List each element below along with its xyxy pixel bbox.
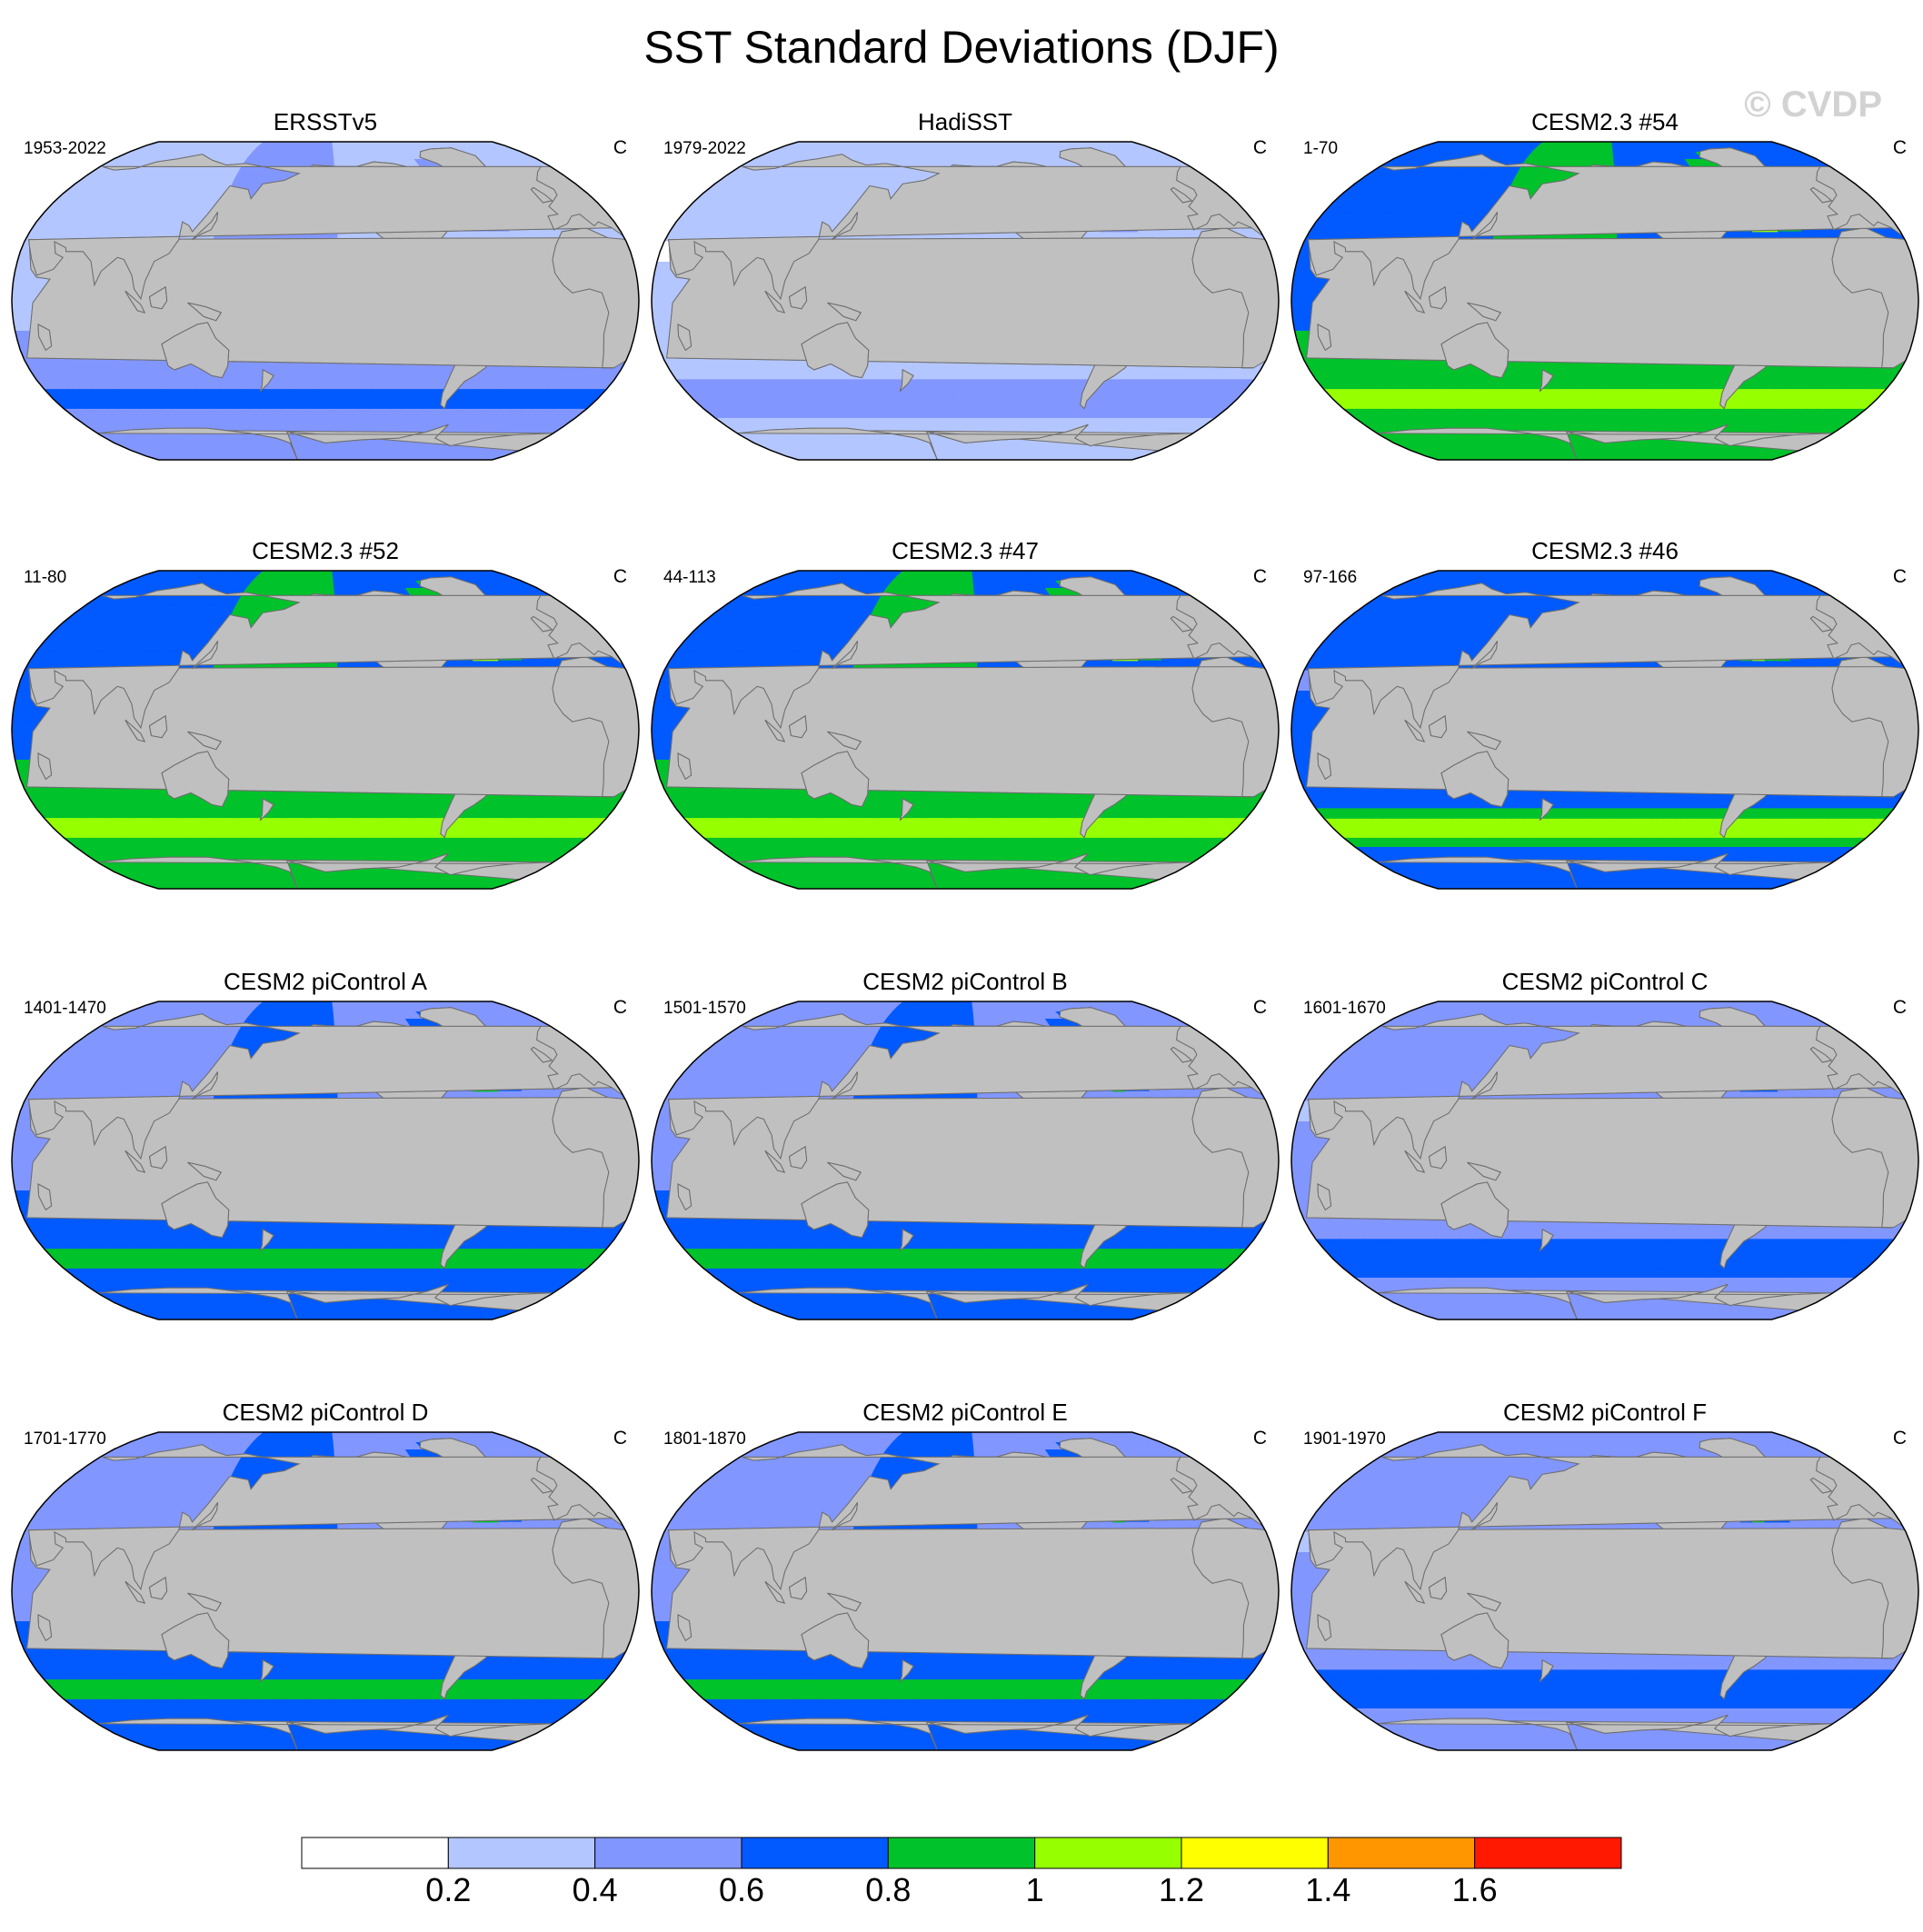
colorbar-tick-label: 0.8 xyxy=(865,1871,912,1908)
land-mask xyxy=(1306,147,1918,460)
panel-units: C xyxy=(613,566,627,587)
colorbar-segment xyxy=(741,1837,889,1869)
panel-years: 1601-1670 xyxy=(1303,999,1386,1018)
panel-units: C xyxy=(1892,997,1907,1018)
panel-years: 1953-2022 xyxy=(24,139,106,158)
map-panel: CESM2 piControl E 1801-1870 C xyxy=(647,1398,1283,1825)
land-mask xyxy=(1306,1007,1918,1320)
robinson-map xyxy=(11,1431,640,1751)
robinson-map xyxy=(1290,570,1919,890)
panel-years: 11-80 xyxy=(24,568,67,587)
colorbar-tick-label: 1.2 xyxy=(1158,1871,1205,1908)
panel-years: 1501-1570 xyxy=(663,999,746,1018)
panel-units: C xyxy=(1892,137,1907,158)
map-outline xyxy=(651,1001,1280,1320)
colorbar-tick-label: 1.6 xyxy=(1451,1871,1498,1908)
panel-title: ERSSTv5 xyxy=(273,108,378,135)
map-outline xyxy=(11,1001,640,1320)
map-outline xyxy=(1290,141,1919,461)
robinson-map xyxy=(1290,1001,1919,1320)
robinson-map xyxy=(651,570,1280,890)
map-outline xyxy=(1290,1431,1919,1751)
panel-units: C xyxy=(1252,1428,1267,1449)
map-panel: CESM2 piControl C 1601-1670 C xyxy=(1287,967,1923,1394)
panel-years: 97-166 xyxy=(1303,568,1358,587)
panel-units: C xyxy=(613,1428,627,1449)
robinson-map xyxy=(651,141,1280,461)
map-panel: CESM2 piControl A 1401-1470 C xyxy=(7,967,643,1394)
panel-units: C xyxy=(613,997,627,1018)
map-panel: CESM2.3 #52 11-80 C xyxy=(7,536,643,963)
map-panel: HadiSST 1979-2022 C xyxy=(647,107,1283,534)
robinson-map xyxy=(11,570,640,890)
panel-title: CESM2 piControl F xyxy=(1503,1399,1707,1426)
map-outline xyxy=(651,1431,1280,1751)
map-outline xyxy=(11,1431,640,1751)
map-outline xyxy=(11,141,640,461)
panel-title: CESM2 piControl A xyxy=(224,968,427,995)
panel-title: CESM2 piControl B xyxy=(862,968,1068,995)
panel-units: C xyxy=(613,137,627,158)
map-panel: CESM2.3 #46 97-166 C xyxy=(1287,536,1923,963)
colorbar-segment xyxy=(594,1837,742,1869)
panel-title: HadiSST xyxy=(917,108,1013,135)
map-panel: CESM2.3 #54 1-70 C xyxy=(1287,107,1923,534)
map-outline xyxy=(1290,570,1919,890)
panel-years: 1701-1770 xyxy=(24,1429,106,1449)
panel-years: 1-70 xyxy=(1303,139,1339,158)
panel-title: CESM2.3 #47 xyxy=(892,537,1039,564)
panel-title: CESM2 piControl C xyxy=(1501,968,1709,995)
robinson-map xyxy=(11,141,640,461)
robinson-map xyxy=(1290,141,1919,461)
colorbar-segment xyxy=(1034,1837,1182,1869)
map-panel: CESM2 piControl F 1901-1970 C xyxy=(1287,1398,1923,1825)
panel-years: 1901-1970 xyxy=(1303,1429,1386,1449)
map-panel: CESM2 piControl D 1701-1770 C xyxy=(7,1398,643,1825)
panel-years: 1401-1470 xyxy=(24,999,106,1018)
panel-title: CESM2.3 #54 xyxy=(1531,108,1679,135)
land-mask xyxy=(666,147,1279,460)
robinson-map xyxy=(651,1431,1280,1751)
panel-title: CESM2.3 #46 xyxy=(1531,537,1679,564)
colorbar-segment xyxy=(1474,1837,1622,1869)
colorbar-tick-label: 0.2 xyxy=(425,1871,472,1908)
colorbar-segment xyxy=(1181,1837,1329,1869)
land-mask xyxy=(666,1438,1279,1750)
colorbar-tick-label: 1 xyxy=(1025,1871,1044,1908)
panel-title: CESM2 piControl E xyxy=(862,1399,1068,1426)
panel-years: 44-113 xyxy=(663,568,716,587)
panel-units: C xyxy=(1252,997,1267,1018)
robinson-map xyxy=(651,1001,1280,1320)
map-outline xyxy=(651,570,1280,890)
robinson-map xyxy=(1290,1431,1919,1751)
cvdp-watermark: © CVDP xyxy=(1744,85,1882,124)
panel-title: CESM2 piControl D xyxy=(222,1399,429,1426)
colorbar-segment xyxy=(447,1837,596,1869)
land-mask xyxy=(1306,576,1918,889)
colorbar-tick-label: 0.6 xyxy=(718,1871,765,1908)
map-outline xyxy=(1290,1001,1919,1320)
figure-title: SST Standard Deviations (DJF) xyxy=(643,22,1280,73)
panel-years: 1979-2022 xyxy=(663,139,746,158)
panel-units: C xyxy=(1252,137,1267,158)
map-panel: CESM2 piControl B 1501-1570 C xyxy=(647,967,1283,1394)
panel-title: CESM2.3 #52 xyxy=(252,537,399,564)
panel-years: 1801-1870 xyxy=(663,1429,746,1449)
colorbar-segment xyxy=(301,1837,449,1869)
panel-units: C xyxy=(1892,1428,1907,1449)
map-outline xyxy=(651,141,1280,461)
land-mask xyxy=(26,576,639,889)
map-panel: ERSSTv5 1953-2022 C xyxy=(7,107,643,534)
map-outline xyxy=(11,570,640,890)
map-panel: CESM2.3 #47 44-113 C xyxy=(647,536,1283,963)
colorbar-segment xyxy=(1327,1837,1476,1869)
panel-units: C xyxy=(1252,566,1267,587)
colorbar-tick-label: 1.4 xyxy=(1305,1871,1351,1908)
colorbar-segment xyxy=(887,1837,1036,1869)
colorbar-tick-label: 0.4 xyxy=(572,1871,618,1908)
panel-units: C xyxy=(1892,566,1907,587)
robinson-map xyxy=(11,1001,640,1320)
